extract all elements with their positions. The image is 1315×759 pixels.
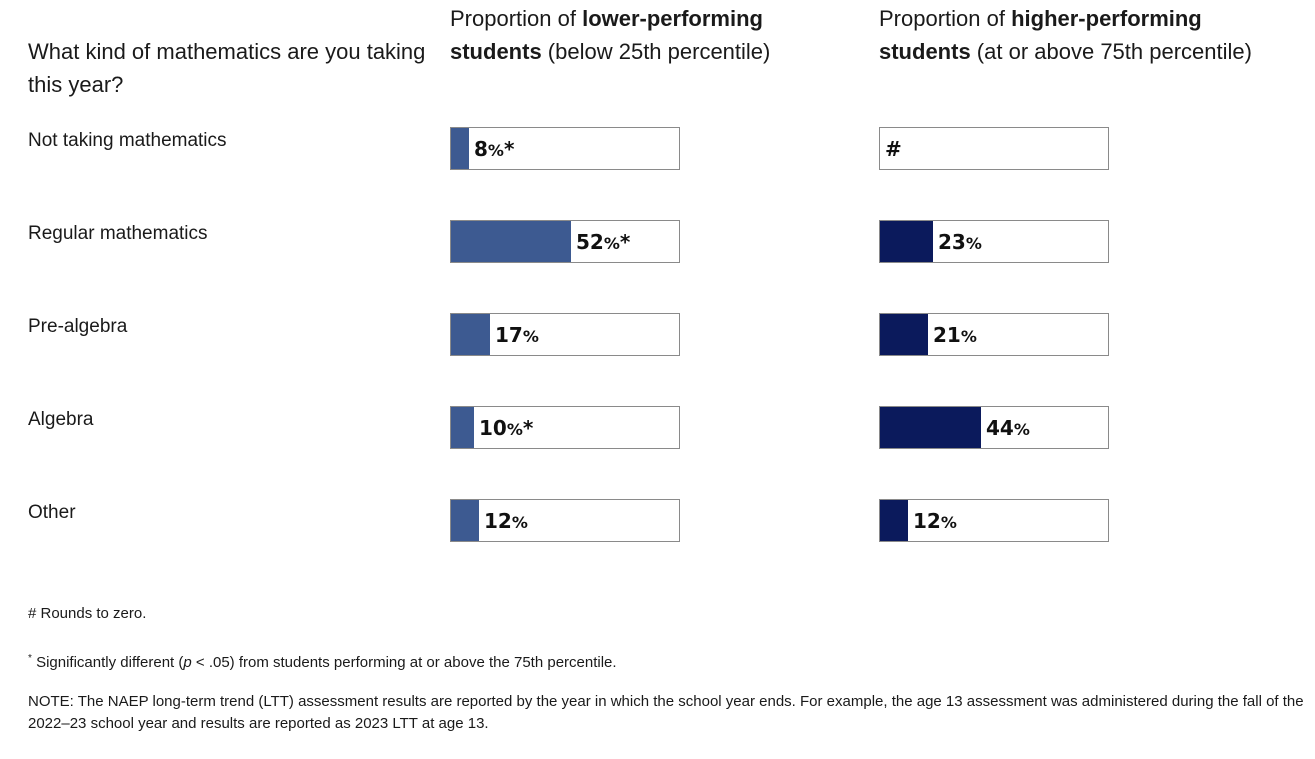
data-label-lower: 17%: [495, 323, 539, 347]
data-label-lower: 12%: [484, 509, 528, 533]
bar-lower: 12%: [450, 499, 680, 542]
category-label: Not taking mathematics: [28, 130, 227, 151]
data-label-higher: 12%: [913, 509, 957, 533]
data-label-higher: 21%: [933, 323, 977, 347]
data-label-lower: 8%*: [474, 137, 515, 161]
footnote-note: NOTE: The NAEP long-term trend (LTT) ass…: [28, 693, 1304, 732]
category-label: Other: [28, 502, 76, 523]
column-header-higher: Proportion of higher-performing students…: [879, 2, 1259, 68]
bar-fill-higher: [880, 314, 928, 355]
column-header-lower-prefix: Proportion of: [450, 6, 583, 31]
bar-higher: 44%: [879, 406, 1109, 449]
column-header-higher-prefix: Proportion of: [879, 6, 1012, 31]
bar-fill-higher: [880, 500, 908, 541]
column-header-higher-suffix: (at or above 75th percentile): [970, 39, 1252, 64]
bar-lower: 52%*: [450, 220, 680, 263]
footnote-rounds-to-zero: # Rounds to zero.: [28, 605, 147, 622]
category-label: Regular mathematics: [28, 223, 208, 244]
data-label-higher: 23%: [938, 230, 982, 254]
footnote-significance-mark: *: [28, 653, 32, 664]
bar-higher: 12%: [879, 499, 1109, 542]
question-header: What kind of mathematics are you taking …: [28, 39, 426, 97]
category-label: Algebra: [28, 409, 94, 430]
bar-higher: #: [879, 127, 1109, 170]
column-header-lower-suffix: (below 25th percentile): [541, 39, 771, 64]
bar-higher: 21%: [879, 313, 1109, 356]
bar-lower: 8%*: [450, 127, 680, 170]
data-label-lower: 10%*: [479, 416, 534, 440]
data-label-lower: 52%*: [576, 230, 631, 254]
data-label-higher: 44%: [986, 416, 1030, 440]
bar-fill-lower: [451, 221, 571, 262]
bar-fill-lower: [451, 500, 479, 541]
footnote-significance: * Significantly different (p < .05) from…: [28, 648, 617, 674]
data-label-higher: #: [885, 137, 902, 161]
column-header-higher-bold: higher-performing students: [879, 6, 1202, 64]
column-header-lower-bold: lower-performing students: [450, 6, 763, 64]
footnote-significance-p: p: [183, 654, 192, 671]
bar-fill-lower: [451, 128, 469, 169]
bar-lower: 17%: [450, 313, 680, 356]
column-header-lower: Proportion of lower-performing students …: [450, 2, 830, 68]
bar-higher: 23%: [879, 220, 1109, 263]
bar-fill-higher: [880, 407, 981, 448]
bar-fill-lower: [451, 407, 474, 448]
bar-fill-higher: [880, 221, 933, 262]
bar-fill-lower: [451, 314, 490, 355]
footnote-significance-text-a: Significantly different (: [36, 654, 184, 671]
category-label: Pre-algebra: [28, 316, 128, 337]
footnote-significance-text-b: < .05) from students performing at or ab…: [191, 654, 617, 671]
bar-lower: 10%*: [450, 406, 680, 449]
